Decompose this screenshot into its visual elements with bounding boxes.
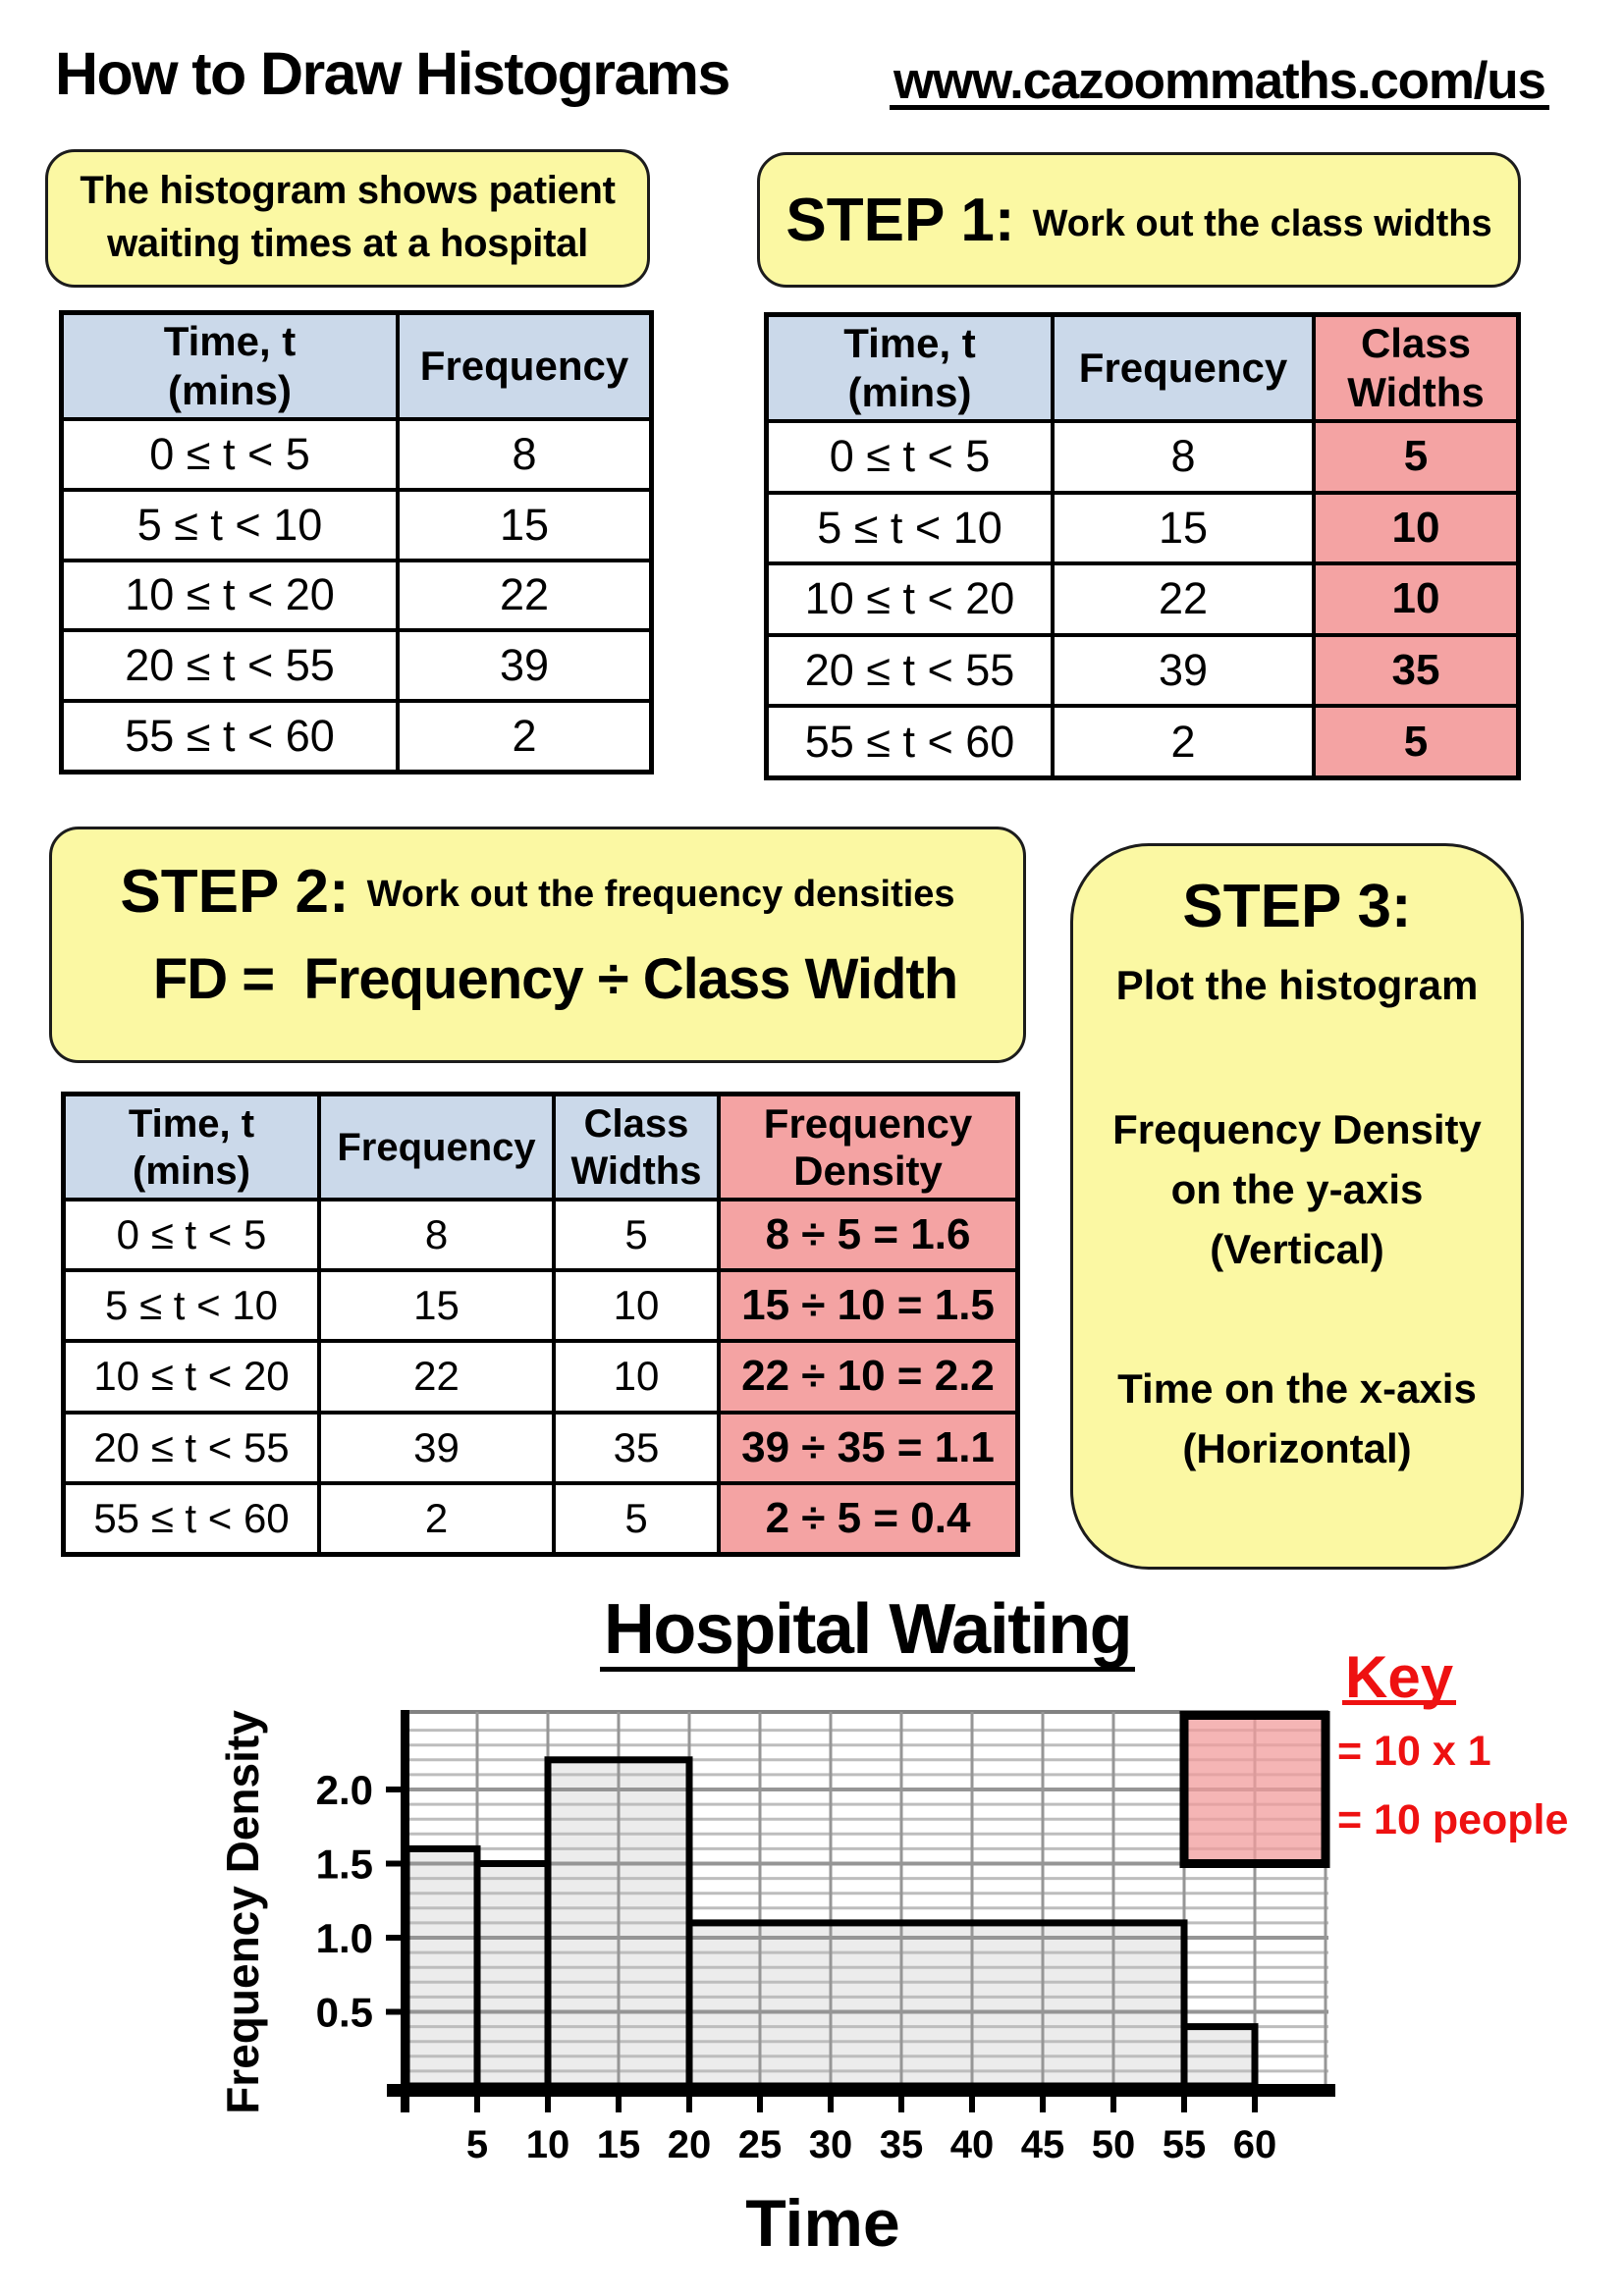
svg-text:55: 55 xyxy=(1163,2123,1207,2166)
svg-text:0.5: 0.5 xyxy=(316,1990,373,2036)
svg-text:1.5: 1.5 xyxy=(316,1842,373,1888)
svg-text:2.0: 2.0 xyxy=(316,1767,373,1813)
svg-text:25: 25 xyxy=(738,2123,783,2166)
svg-text:50: 50 xyxy=(1092,2123,1136,2166)
svg-text:45: 45 xyxy=(1021,2123,1065,2166)
svg-text:40: 40 xyxy=(950,2123,995,2166)
svg-text:Time: Time xyxy=(745,2186,899,2261)
svg-text:1.0: 1.0 xyxy=(316,1915,373,1961)
svg-text:20: 20 xyxy=(668,2123,712,2166)
svg-text:5: 5 xyxy=(466,2123,488,2166)
svg-text:15: 15 xyxy=(597,2123,641,2166)
svg-text:10: 10 xyxy=(526,2123,570,2166)
svg-text:30: 30 xyxy=(809,2123,853,2166)
svg-text:Frequency Density: Frequency Density xyxy=(217,1710,268,2114)
svg-text:60: 60 xyxy=(1233,2123,1277,2166)
svg-text:35: 35 xyxy=(880,2123,924,2166)
